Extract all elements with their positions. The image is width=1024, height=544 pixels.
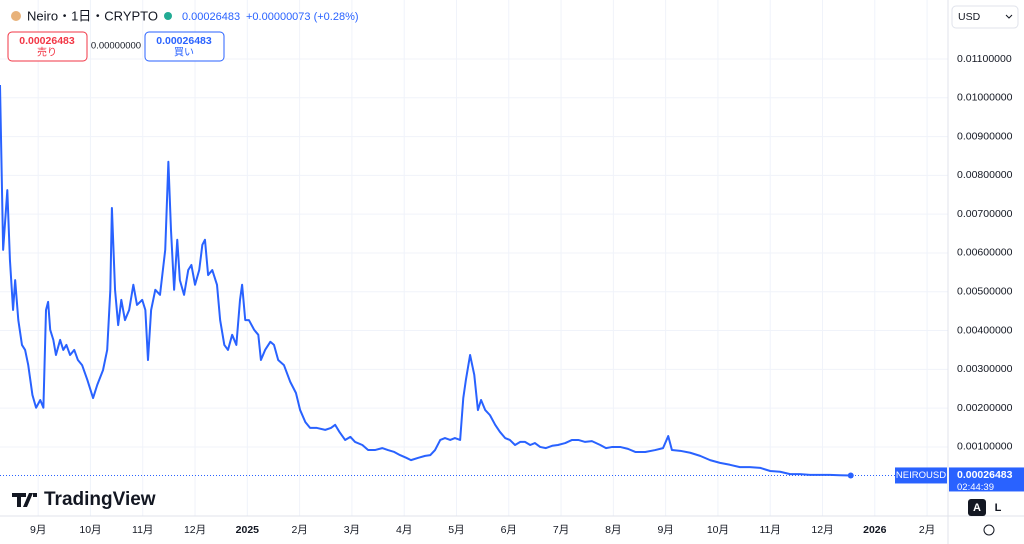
y-tick-label: 0.00100000 — [957, 441, 1013, 453]
settings-icon[interactable] — [983, 524, 995, 536]
chevron — [1005, 14, 1013, 19]
buy-price: 0.00026483 — [156, 35, 212, 47]
x-tick-label: 10月 — [707, 524, 729, 536]
sell-button[interactable] — [7, 31, 88, 62]
sell-price: 0.00026483 — [19, 35, 75, 47]
price-tag — [949, 467, 1024, 492]
x-tick-label: 12月 — [811, 524, 833, 536]
x-tick-label: 2026 — [863, 524, 887, 536]
symbol-icon — [11, 11, 21, 21]
x-tick-label: 4月 — [396, 524, 412, 536]
spread: 0.00000000 — [91, 41, 141, 52]
grid — [0, 0, 948, 516]
y-tick-label: 0.00700000 — [957, 208, 1013, 220]
plot — [0, 84, 948, 479]
y-tick-label: 0.01100000 — [957, 53, 1012, 65]
symbol-tag — [895, 467, 947, 484]
x-tick-label: 7月 — [553, 524, 569, 536]
price: 0.00026483 — [182, 11, 240, 23]
auto-label: A — [973, 502, 981, 514]
x-tick-label: 3月 — [344, 524, 360, 536]
x-tick-label: 5月 — [448, 524, 464, 536]
brand: TradingView — [44, 489, 156, 510]
x-tick-label: 9月 — [657, 524, 673, 536]
x-tick-label: 2025 — [236, 524, 260, 536]
x-tick-label: 11月 — [760, 524, 781, 536]
y-tick-label: 0.00800000 — [957, 169, 1013, 181]
x-tick-label: 9月 — [30, 524, 46, 536]
last-point — [847, 472, 854, 479]
sell-label: 売り — [37, 46, 57, 59]
x-tick-label: 2月 — [919, 524, 935, 536]
countdown: 02:44:39 — [957, 482, 994, 493]
price-tag-label: 0.00026483 — [957, 469, 1013, 481]
y-tick-label: 0.00200000 — [957, 402, 1013, 414]
y-tick-label: 0.00500000 — [957, 286, 1013, 298]
symbol-tag-label: NEIROUSD — [896, 470, 946, 481]
currency-button[interactable] — [951, 5, 1019, 29]
x-tick-label: 8月 — [605, 524, 621, 536]
x-tick-label: 10月 — [79, 524, 101, 536]
y-tick-label: 0.00400000 — [957, 324, 1013, 336]
market-status — [164, 12, 172, 20]
y-tick-label: 0.00300000 — [957, 363, 1013, 375]
log-button[interactable]: L — [995, 502, 1002, 514]
currency: USD — [958, 11, 981, 23]
price-line — [0, 84, 851, 477]
buy-label: 買い — [174, 47, 194, 59]
x-tick-label: 12月 — [184, 524, 206, 536]
x-tick-label: 6月 — [501, 524, 517, 536]
buy-button[interactable] — [144, 31, 225, 62]
axes: 0.00100000 0.00200000 0.00300000 0.00400000… — [30, 53, 1024, 536]
y-tick-label: 0.00600000 — [957, 247, 1013, 259]
x-tick-label: 11月 — [132, 524, 153, 536]
x-tick-label: 2月 — [291, 524, 307, 536]
brand-logo — [12, 493, 37, 507]
y-tick-label: 0.00900000 — [957, 130, 1013, 142]
symbol[interactable]: Neiro・1日・CRYPTO — [27, 8, 158, 23]
change: +0.00000073 (+0.28%) — [246, 11, 359, 23]
auto-button[interactable] — [968, 499, 986, 516]
y-tick-label: 0.01000000 — [957, 92, 1013, 104]
